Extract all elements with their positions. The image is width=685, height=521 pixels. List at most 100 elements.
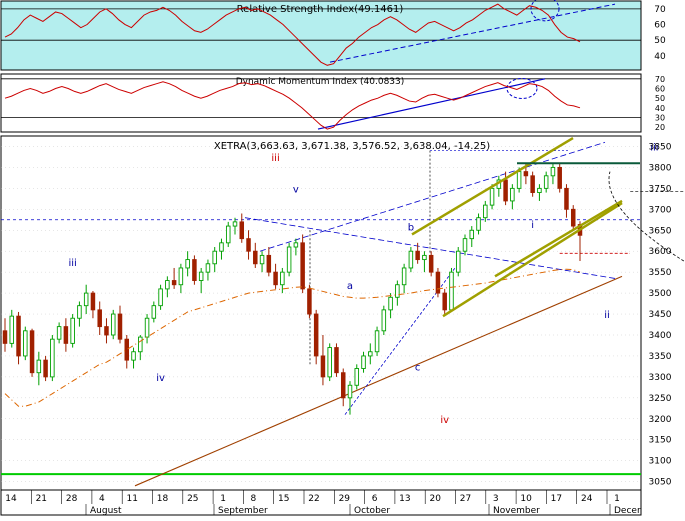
dm-circle [506,78,538,99]
rsi-tick-label: 50 [654,36,666,46]
candle-body [280,271,285,286]
candle-body [273,271,278,286]
candle-body [388,296,393,311]
candle-body [354,368,360,386]
rsi-tick-label: 40 [654,52,666,62]
price-tick-label: 3200 [649,415,672,425]
candle-body [550,166,556,177]
price-tick-label: 3150 [649,436,672,446]
x-tick-label: 13 [399,494,410,504]
time-axis: 14 21 28 4 11 18 25 1 8 15 22 29 6 13 20 27 3 10 17 24 1Augu… [0,490,641,516]
rsi-circle [530,0,560,22]
x-tick-label: 15 [278,494,289,504]
price-tick-label: 3450 [649,310,672,320]
price-tick-label: 3400 [649,331,672,341]
price-tick-label: 3650 [649,226,672,236]
x-tick-label: 22 [308,494,319,504]
dm-tick-label: 60 [655,85,665,94]
candle-body [117,313,123,340]
candle-body [361,355,366,369]
candle-body [422,254,427,261]
price-tick-label: 3700 [649,205,672,215]
candle-body [489,187,495,206]
candle-body [253,250,258,265]
rsi-tick-label: 70 [654,5,666,15]
candle-body [307,288,312,315]
wave-label: v [293,185,299,196]
candle-body [374,330,380,353]
candle-body [144,317,150,338]
candle-body [415,250,420,261]
x-tick-label: 11 [126,494,137,504]
rsi-line [4,3,581,66]
upper-channel-line [411,137,574,236]
candle-body [158,288,163,307]
candle-body [171,280,177,286]
price-panel-bg [0,135,642,491]
wave-label: iv [156,373,165,384]
candle-body [165,280,170,290]
candle-body [97,309,102,328]
candle-body [469,229,475,240]
candle-body [455,250,461,273]
candle-body [266,254,272,273]
dm-tick-label: 20 [655,123,665,132]
candle-body [83,292,89,307]
candle-body [77,305,82,319]
candle-body [151,305,157,319]
x-tick-label: 1 [614,494,620,504]
candle-body [510,187,515,202]
price-axis: 3850 3800 3750 3700 3650 3600 3550 3500 3450 3400… [649,142,672,487]
dm-tick-label: 70 [655,75,665,84]
price-tick-label: 3550 [649,268,672,278]
candle-body [205,263,211,273]
month-label: Decer [614,506,641,516]
wave-label: i [531,220,534,231]
candle-body [300,242,305,290]
candle-body [29,330,35,374]
x-tick-label: 6 [372,494,378,504]
candle-body [246,238,251,252]
wave-label: iii [650,143,658,154]
candle-body [63,326,69,344]
candle-body [192,259,197,281]
candle-body [124,338,130,361]
candle-body [523,171,529,177]
candle-body [293,242,299,248]
candle-body [50,338,55,378]
candle-body [320,355,326,378]
wave-label: iii [271,153,279,164]
candle-body [435,271,441,294]
candle-body [131,351,136,361]
candle-body [43,359,48,378]
wave-label: a [347,281,353,292]
x-tick-label: 25 [187,494,198,504]
candle-body [347,384,353,399]
price-tick-label: 3500 [649,289,672,299]
candle-body [185,259,190,269]
month-label: November [493,506,540,516]
x-tick-label: 8 [251,494,257,504]
candle-body [449,271,454,311]
wave-labels: iiiivviiibaciviiiiiiviv [68,143,658,426]
candle-body [503,179,508,202]
month-label: September [218,506,268,516]
chart-title: XETRA(3,663.63, 3,671.38, 3,576.52, 3,63… [214,141,490,152]
dm-label: Dynamic Momentum Index (40.0833) [236,77,405,87]
candle-body [564,187,569,210]
candle-body [395,284,400,298]
candle-body [16,315,21,357]
candle-body [2,330,8,344]
wave-label: iii [68,258,76,269]
long-trendline [134,275,623,487]
dm-line [4,81,581,130]
wave-label: iv [440,415,449,426]
candle-body [90,292,96,311]
x-tick-label: 24 [581,494,593,504]
candle-body [110,313,116,336]
rsi-label: Relative Strength Index(49.1461) [237,4,404,15]
candle-body [23,330,28,357]
candle-body [442,292,447,311]
